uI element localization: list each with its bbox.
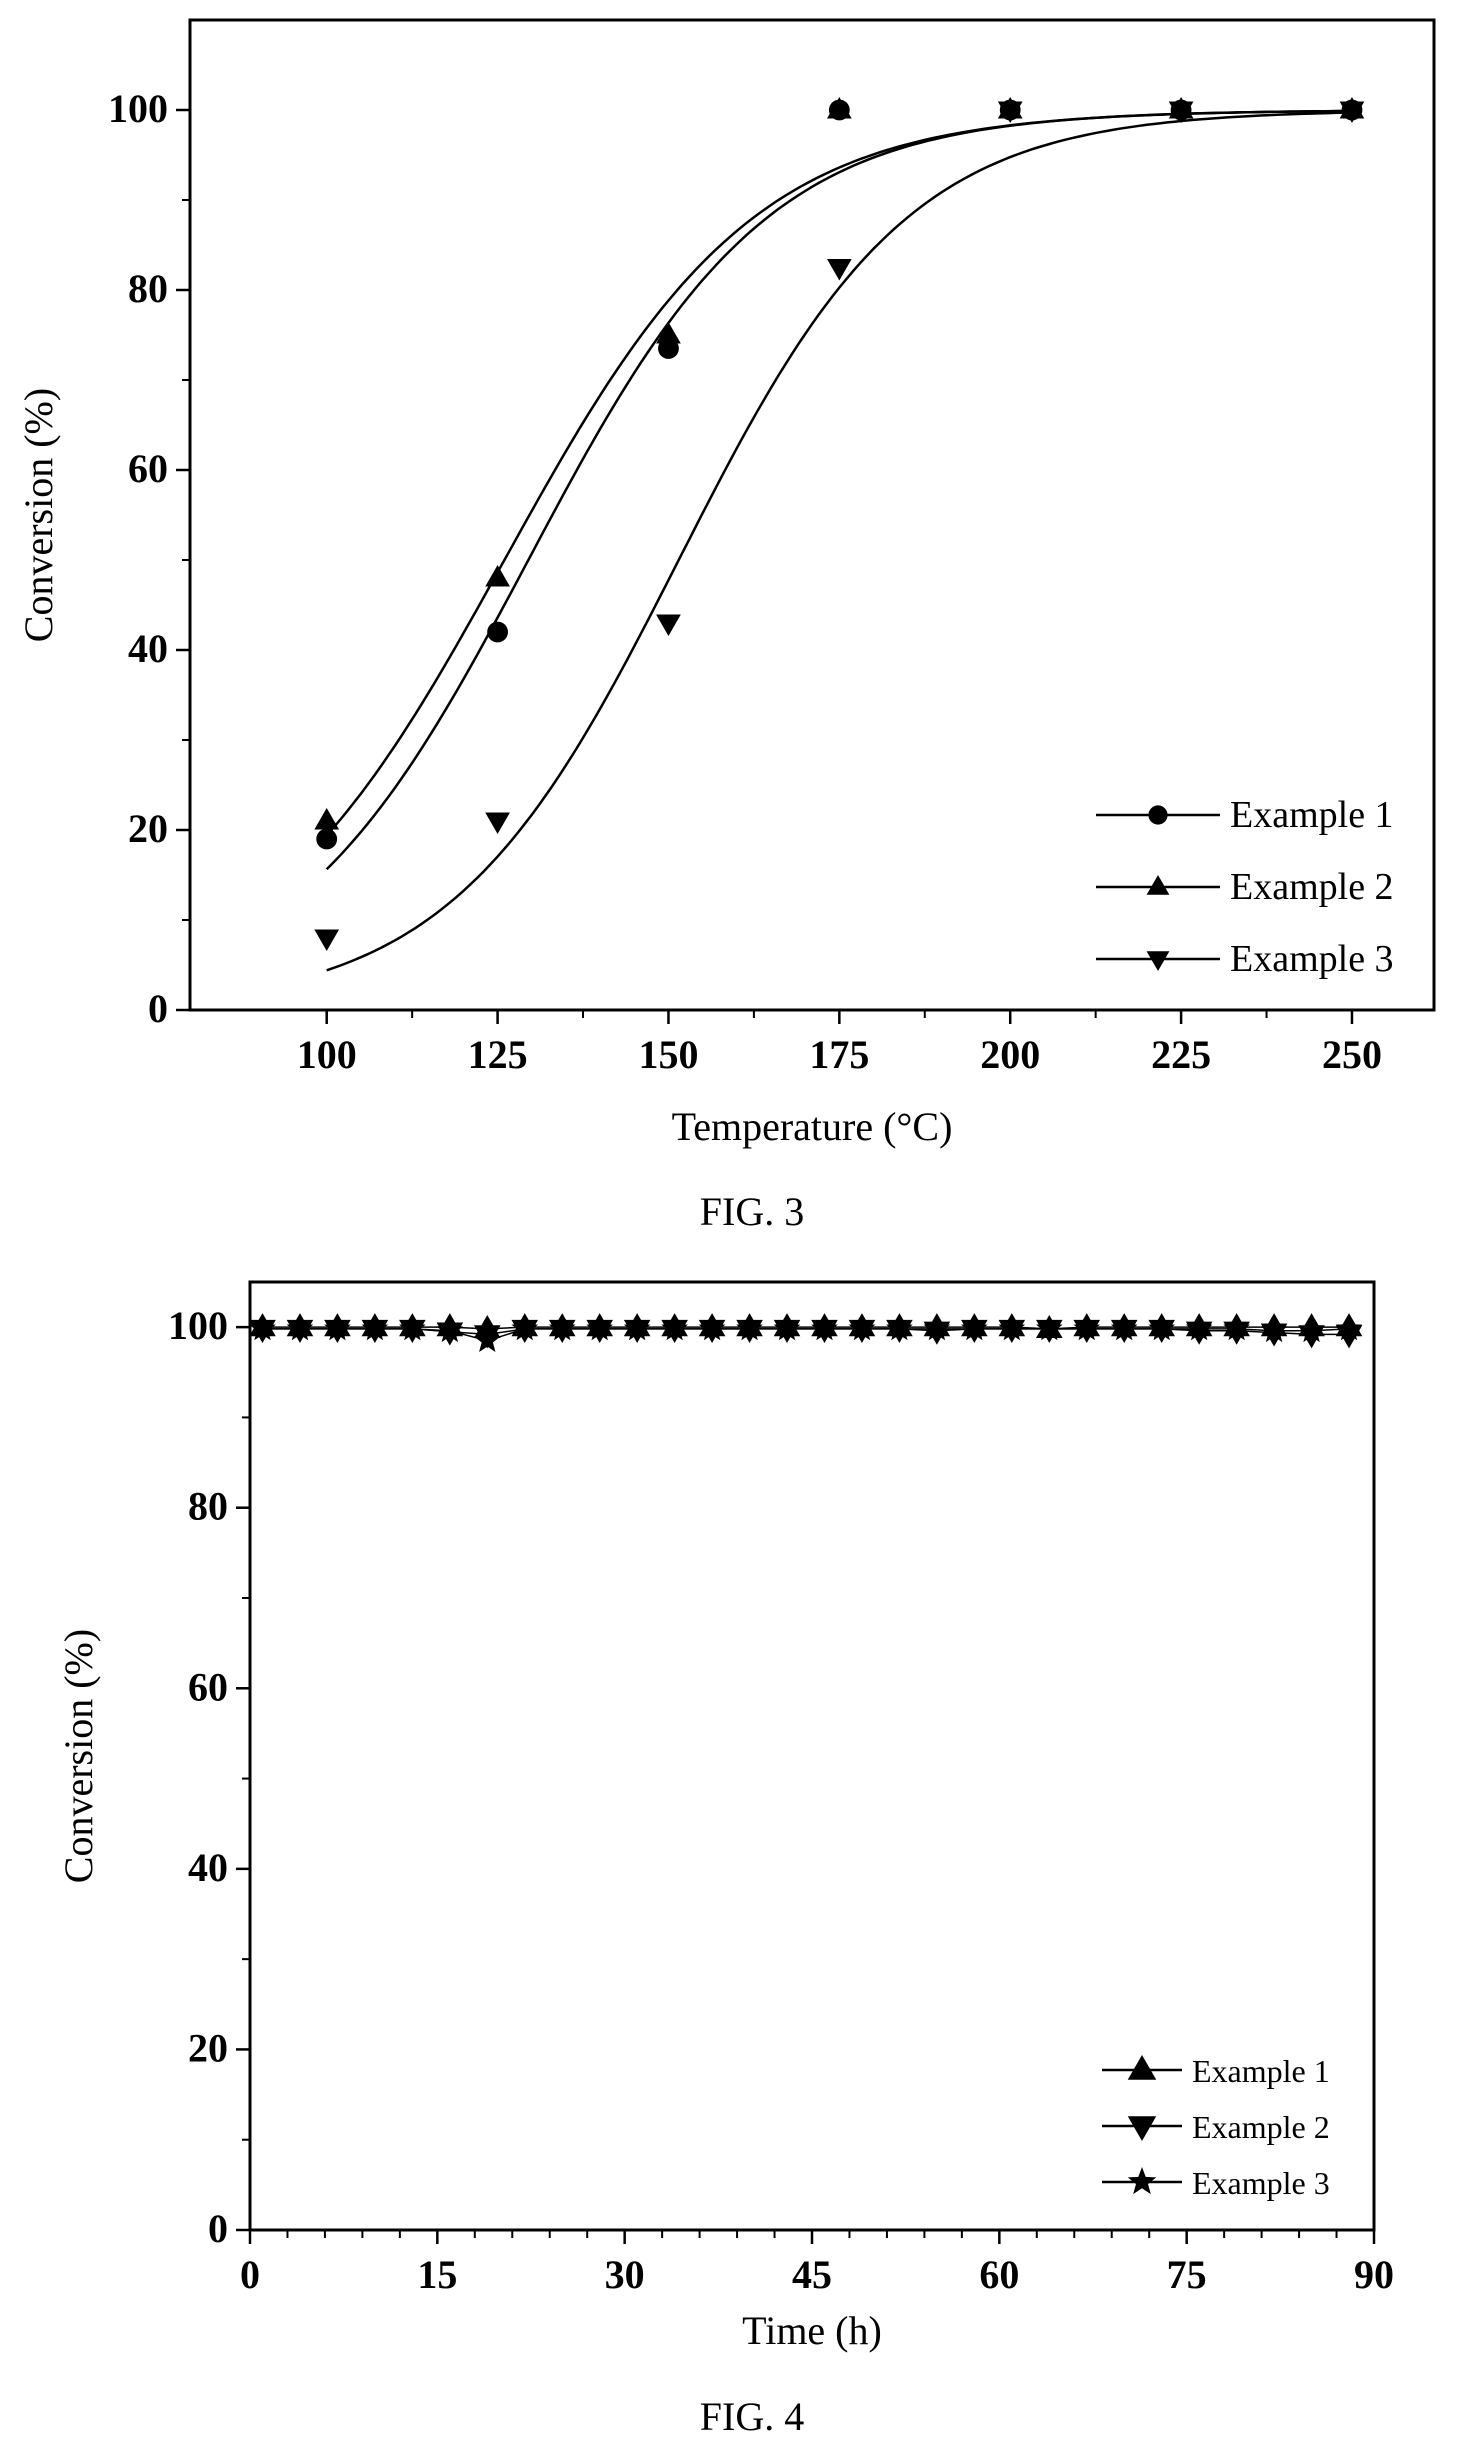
data-point (886, 1314, 913, 1341)
legend-marker (1127, 2055, 1157, 2080)
data-point (1185, 1314, 1213, 1341)
series-3 (314, 101, 1365, 972)
data-point (826, 259, 852, 281)
data-point (1339, 101, 1365, 123)
data-point (314, 808, 340, 830)
data-point (286, 1314, 314, 1341)
legend-marker (1146, 951, 1170, 971)
legend-marker (1127, 2116, 1157, 2141)
x-tick-label: 0 (240, 2252, 260, 2297)
y-tick-label: 80 (188, 1484, 228, 1529)
x-axis-label: Temperature (°C) (672, 1104, 953, 1149)
legend-label: Example 1 (1192, 2053, 1330, 2089)
data-point (698, 1314, 726, 1341)
data-point (623, 1314, 651, 1341)
legend-marker (1127, 2167, 1157, 2195)
legend-label: Example 1 (1230, 794, 1394, 836)
data-point (656, 614, 681, 636)
data-point (586, 1314, 613, 1341)
y-tick-label: 80 (128, 266, 168, 311)
y-axis-label: Conversion (%) (16, 388, 61, 642)
data-point (361, 1314, 389, 1341)
data-point (487, 621, 508, 643)
x-tick-label: 225 (1151, 1032, 1211, 1077)
x-tick-label: 100 (297, 1032, 357, 1077)
x-tick-label: 30 (605, 2252, 645, 2297)
y-tick-label: 20 (128, 806, 168, 851)
legend-label: Example 2 (1192, 2109, 1330, 2145)
x-tick-label: 175 (809, 1032, 869, 1077)
y-axis-label: Conversion (%) (56, 1629, 101, 1883)
x-axis-label: Time (h) (742, 2308, 882, 2353)
series-2 (314, 97, 1365, 837)
data-point (736, 1314, 763, 1341)
data-point (961, 1314, 988, 1341)
data-point (661, 1314, 688, 1341)
y-tick-label: 60 (188, 1664, 228, 1709)
legend-marker (1148, 805, 1168, 825)
y-tick-label: 20 (188, 2025, 228, 2070)
plot-frame (188, 18, 1436, 1012)
y-tick-label: 40 (188, 1845, 228, 1890)
fig3-chart: 0 20 40 60 80 100 100 125 150 175 200 225 250 Tempera… (16, 18, 1436, 1234)
y-tick-label: 100 (108, 86, 168, 131)
data-point (773, 1314, 801, 1341)
y-tick-label: 0 (148, 986, 168, 1031)
data-point (1168, 101, 1194, 123)
y-tick-label: 0 (208, 2206, 228, 2251)
data-point (249, 1314, 276, 1341)
data-point (998, 1314, 1026, 1341)
figure-caption: FIG. 4 (700, 2394, 804, 2439)
data-point (1035, 1314, 1063, 1341)
fig4-chart: 0 20 40 60 80 100 0 15 30 45 60 75 90 Time (h) Convers… (56, 1280, 1394, 2439)
fit-curve (325, 109, 1353, 837)
data-point (1335, 1314, 1363, 1341)
data-point (399, 1314, 426, 1341)
x-tick-label: 45 (792, 2252, 832, 2297)
y-tick-label: 100 (168, 1303, 228, 1348)
data-point (485, 812, 510, 834)
data-point (811, 1314, 838, 1341)
data-point (436, 1316, 464, 1343)
legend-label: Example 3 (1230, 938, 1394, 980)
data-point (1073, 1314, 1101, 1341)
data-point (511, 1314, 539, 1341)
fit-curve (326, 111, 1353, 972)
series-1 (316, 99, 1363, 871)
data-point (656, 322, 681, 344)
x-tick-label: 75 (1167, 2252, 1207, 2297)
figure-caption: FIG. 3 (700, 1189, 804, 1234)
x-tick-label: 15 (417, 2252, 457, 2297)
data-point (848, 1314, 876, 1341)
x-tick-label: 90 (1354, 2252, 1394, 2297)
data-point (314, 929, 340, 951)
series-3 (249, 1314, 1363, 1353)
x-tick-label: 250 (1322, 1032, 1382, 1077)
data-point (1298, 1316, 1325, 1343)
data-point (1110, 1314, 1138, 1341)
y-tick-label: 40 (128, 626, 168, 671)
data-point (1335, 1325, 1363, 1349)
x-tick-label: 200 (980, 1032, 1040, 1077)
x-tick-label: 125 (468, 1032, 528, 1077)
data-point (324, 1314, 351, 1341)
x-tick-label: 150 (638, 1032, 698, 1077)
data-point (473, 1326, 501, 1353)
data-point (1223, 1314, 1250, 1341)
x-tick-label: 60 (979, 2252, 1019, 2297)
data-point (1260, 1316, 1288, 1343)
data-point (485, 565, 510, 587)
legend-label: Example 2 (1230, 866, 1394, 908)
data-point (997, 101, 1023, 123)
data-point (1148, 1314, 1175, 1341)
legend-label: Example 3 (1192, 2165, 1330, 2201)
data-point (316, 828, 338, 850)
legend-marker (1146, 875, 1170, 895)
fit-curve (325, 109, 1353, 871)
data-point (548, 1314, 576, 1341)
data-point (826, 97, 852, 119)
y-tick-label: 60 (128, 446, 168, 491)
data-point (923, 1314, 951, 1341)
